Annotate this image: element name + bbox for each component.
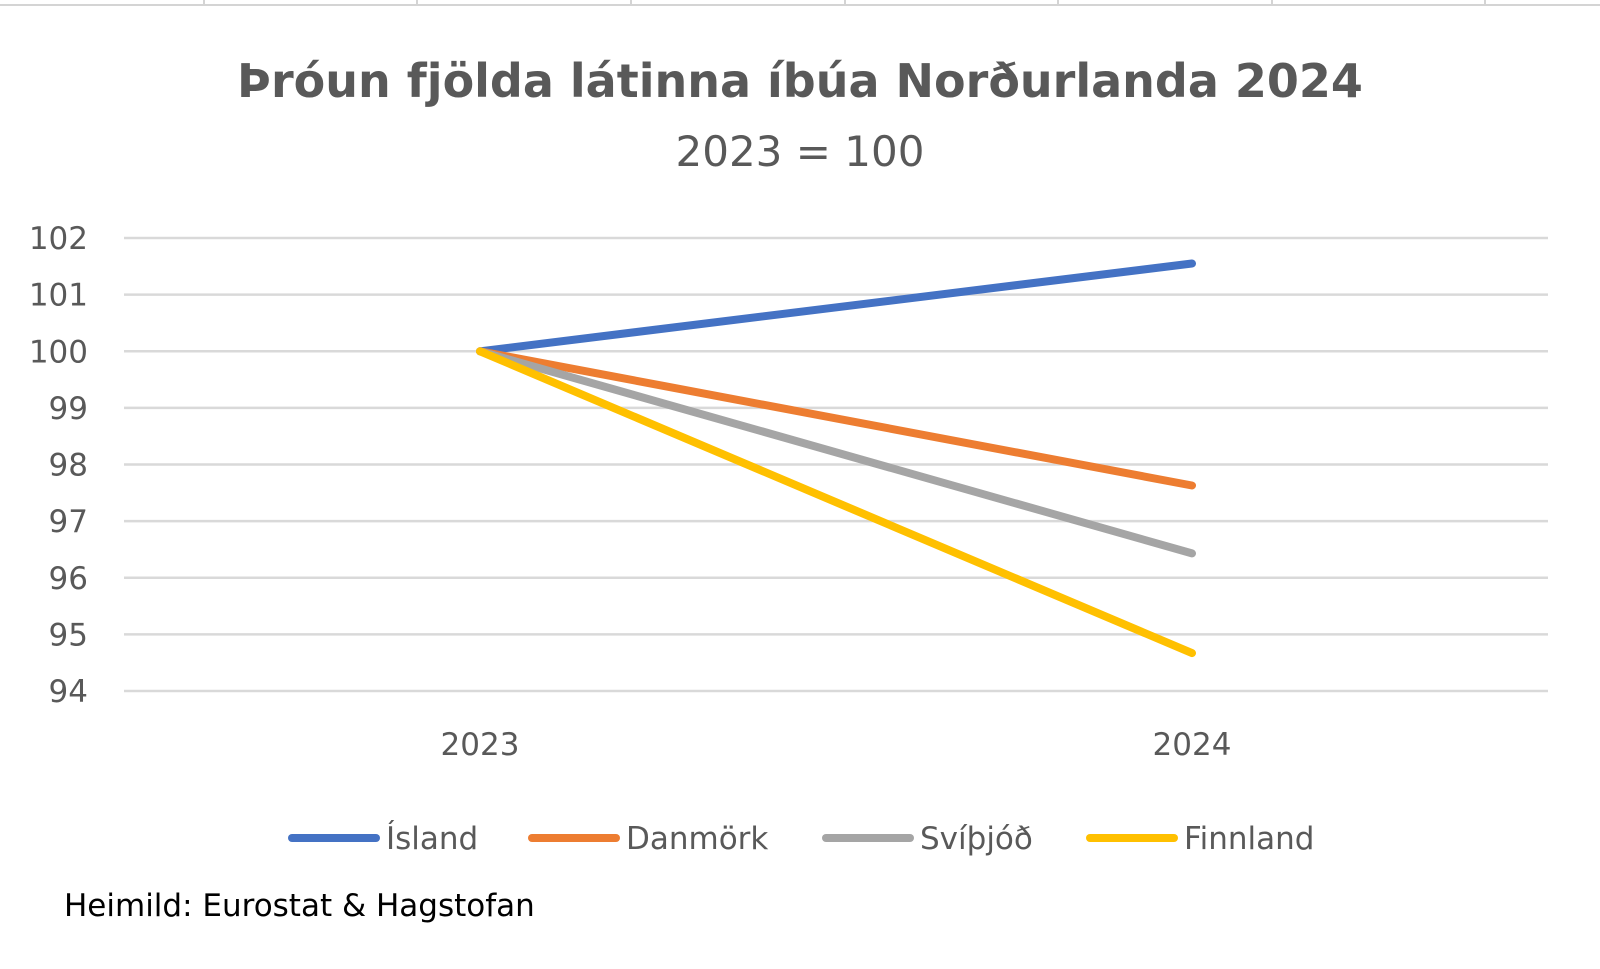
y-tick-label: 99 (49, 391, 88, 427)
sheet-gridline-strip (0, 0, 1600, 6)
series-line-danmo-rk (476, 347, 1196, 490)
y-tick-label: 101 (29, 278, 88, 314)
legend-label: Ísland (386, 821, 478, 857)
x-tick-label: 2024 (1153, 727, 1232, 763)
source-note: Heimild: Eurostat & Hagstofan (64, 888, 535, 924)
y-tick-label: 97 (49, 504, 88, 540)
y-tick-label: 94 (49, 674, 88, 710)
series-lines (476, 259, 1196, 658)
chart-title: Þróun fjölda látinna íbúa Norðurlanda 20… (237, 54, 1363, 108)
legend-label: Finnland (1184, 821, 1314, 857)
series-line-i-sland (476, 259, 1196, 356)
legend-label: Svíþjóð (920, 821, 1033, 857)
series-line-svi-jo- (476, 347, 1196, 558)
y-tick-label: 100 (29, 334, 88, 370)
y-tick-label: 102 (29, 221, 88, 257)
y-tick-label: 95 (49, 617, 88, 653)
x-axis-tick-labels: 2023 2024 (441, 727, 1232, 763)
chart-subtitle: 2023 = 100 (676, 127, 925, 176)
y-axis-tick-labels: 102 101 100 99 98 97 96 95 94 (29, 221, 88, 710)
series-line-finnland (476, 347, 1196, 658)
legend: Ísland Danmörk Svíþjóð Finnland (288, 821, 1314, 857)
y-tick-label: 98 (49, 448, 88, 484)
x-tick-label: 2023 (441, 727, 520, 763)
gridlines (124, 236, 1548, 693)
y-tick-label: 96 (49, 561, 88, 597)
legend-label: Danmörk (626, 821, 768, 857)
